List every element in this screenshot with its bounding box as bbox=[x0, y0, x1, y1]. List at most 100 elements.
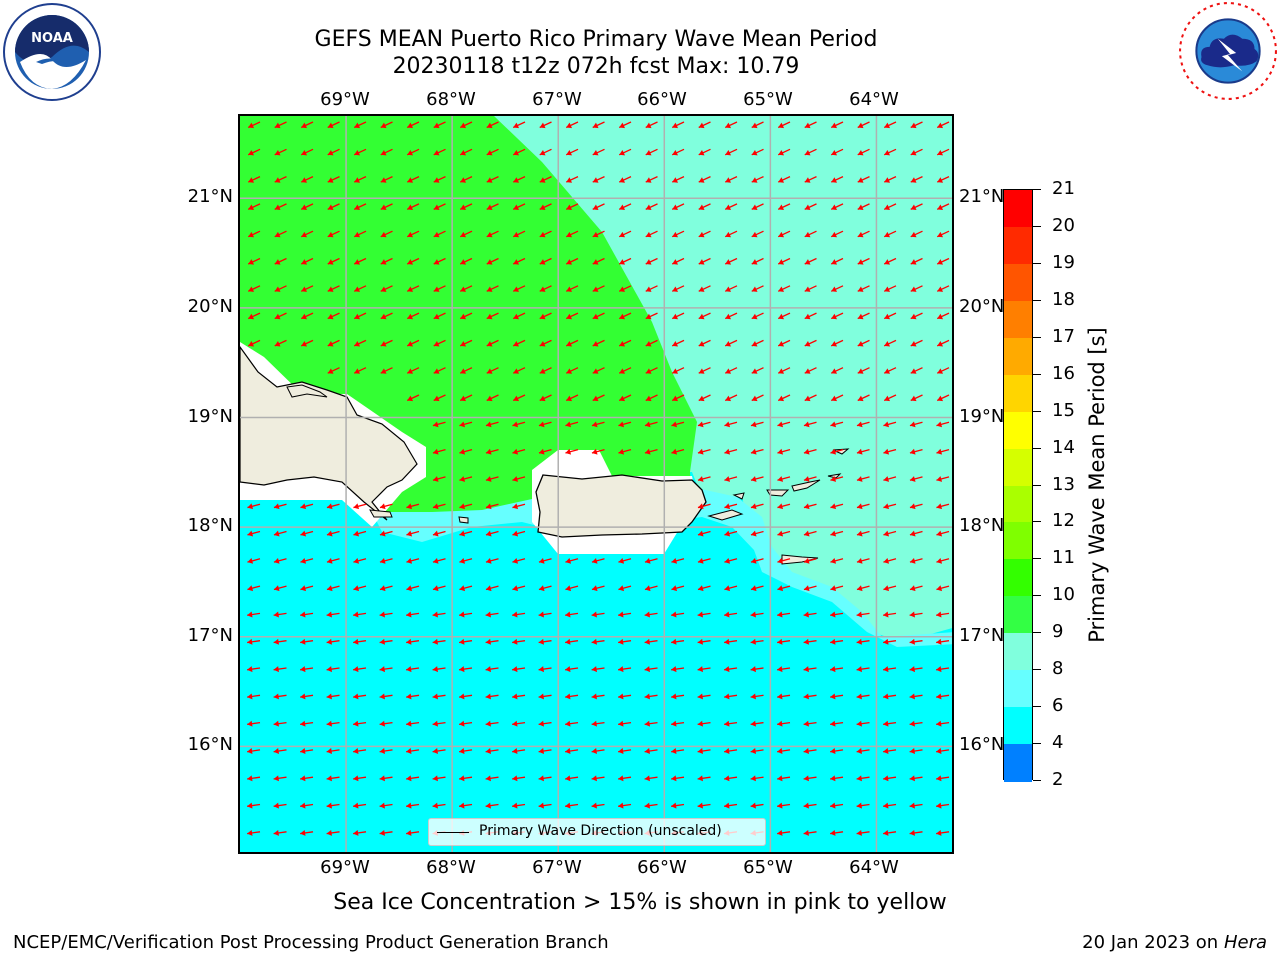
wave-direction-arrow bbox=[618, 203, 632, 210]
wave-direction-arrow bbox=[327, 176, 340, 183]
wave-direction-arrow bbox=[618, 448, 632, 455]
wave-direction-arrow bbox=[618, 557, 632, 564]
wave-direction-arrow bbox=[671, 775, 685, 782]
wave-direction-arrow bbox=[459, 503, 473, 510]
wave-direction-arrow bbox=[538, 666, 552, 673]
wave-direction-arrow bbox=[591, 748, 605, 754]
culebra-island bbox=[732, 492, 745, 500]
wave-direction-arrow bbox=[697, 503, 711, 510]
wave-direction-arrow bbox=[512, 448, 526, 455]
wave-direction-arrow bbox=[724, 530, 738, 537]
wave-direction-arrow bbox=[247, 503, 261, 510]
wave-direction-arrow bbox=[750, 720, 764, 727]
colorbar-tick bbox=[1033, 336, 1041, 338]
noaa-logo-text: NOAA bbox=[31, 31, 73, 46]
wave-direction-arrow bbox=[698, 203, 711, 210]
wave-direction-arrow bbox=[830, 230, 844, 238]
lat-label-right: 21°N bbox=[959, 186, 1005, 207]
wave-direction-arrow bbox=[380, 230, 393, 238]
wave-direction-arrow bbox=[565, 121, 579, 129]
wave-direction-arrow bbox=[856, 829, 870, 836]
wave-direction-arrow bbox=[697, 775, 711, 782]
wave-direction-arrow bbox=[936, 829, 950, 836]
wave-direction-arrow bbox=[618, 748, 632, 754]
wave-direction-arrow bbox=[353, 285, 367, 292]
wave-direction-arrow bbox=[326, 666, 340, 673]
wave-direction-arrow bbox=[671, 611, 685, 618]
wave-direction-arrow bbox=[274, 176, 287, 183]
colorbar-segment bbox=[1004, 596, 1032, 634]
lat-label-right: 18°N bbox=[959, 515, 1005, 536]
wave-direction-arrow bbox=[644, 720, 658, 727]
colorbar-segment bbox=[1004, 670, 1032, 708]
wave-direction-arrow bbox=[538, 557, 552, 564]
wave-direction-arrow bbox=[512, 557, 526, 564]
wave-direction-arrow bbox=[618, 121, 632, 129]
lon-label-bottom: 67°W bbox=[532, 857, 582, 878]
wave-direction-arrow bbox=[565, 148, 579, 156]
wave-direction-arrow bbox=[671, 448, 685, 455]
wave-direction-arrow bbox=[909, 448, 923, 455]
wave-direction-arrow bbox=[909, 638, 923, 645]
nws-logo bbox=[1179, 2, 1277, 100]
wave-direction-arrow bbox=[432, 503, 446, 510]
colorbar-tick bbox=[1033, 299, 1041, 301]
wave-direction-arrow bbox=[883, 638, 897, 645]
wave-direction-arrow bbox=[777, 720, 791, 727]
wave-direction-arrow bbox=[273, 720, 287, 727]
wave-direction-arrow bbox=[618, 666, 632, 673]
wave-direction-arrow bbox=[936, 748, 950, 754]
wave-direction-arrow bbox=[512, 611, 526, 618]
wave-direction-arrow bbox=[512, 367, 526, 374]
wave-direction-arrow bbox=[433, 121, 446, 129]
wave-direction-arrow bbox=[910, 339, 923, 347]
wave-direction-arrow bbox=[459, 638, 473, 645]
wave-direction-arrow bbox=[486, 176, 499, 183]
wave-direction-arrow bbox=[803, 638, 817, 645]
wave-direction-arrow bbox=[300, 285, 314, 292]
wave-direction-arrow bbox=[273, 611, 287, 618]
wave-direction-arrow bbox=[856, 638, 870, 645]
wave-direction-arrow bbox=[909, 585, 923, 592]
wave-direction-arrow bbox=[459, 285, 473, 292]
wave-direction-arrow bbox=[645, 367, 658, 374]
wave-direction-arrow bbox=[274, 230, 287, 238]
wave-direction-arrow bbox=[459, 585, 473, 592]
wave-direction-arrow bbox=[645, 176, 658, 183]
wave-direction-arrow bbox=[671, 638, 685, 645]
wave-direction-arrow bbox=[592, 230, 605, 238]
wave-direction-arrow bbox=[432, 693, 446, 700]
wave-direction-arrow bbox=[803, 448, 817, 455]
lat-label-left: 20°N bbox=[187, 296, 233, 317]
wave-direction-arrow bbox=[406, 176, 420, 183]
wave-direction-arrow bbox=[697, 666, 711, 673]
colorbar-tick bbox=[1033, 706, 1041, 708]
wave-direction-arrow bbox=[751, 230, 764, 238]
wave-direction-arrow bbox=[538, 802, 552, 809]
wave-direction-arrow bbox=[565, 394, 579, 402]
wave-direction-arrow bbox=[644, 775, 658, 782]
wave-direction-arrow bbox=[433, 367, 446, 374]
wave-direction-arrow bbox=[432, 748, 446, 754]
wave-direction-arrow bbox=[909, 666, 923, 673]
wave-direction-arrow bbox=[247, 611, 261, 618]
wave-direction-arrow bbox=[777, 367, 791, 374]
wave-direction-arrow bbox=[724, 285, 738, 292]
wave-direction-arrow bbox=[777, 611, 791, 618]
wave-direction-arrow bbox=[803, 720, 817, 727]
wave-direction-arrow bbox=[326, 829, 340, 836]
wave-direction-arrow bbox=[910, 367, 923, 374]
wave-direction-arrow bbox=[645, 121, 658, 129]
wave-direction-arrow bbox=[910, 230, 923, 238]
wave-direction-arrow bbox=[406, 693, 420, 700]
wave-direction-arrow bbox=[433, 285, 446, 292]
wave-direction-arrow bbox=[485, 638, 499, 645]
wave-direction-arrow bbox=[804, 203, 817, 210]
wave-direction-arrow bbox=[591, 802, 605, 809]
lon-label-top: 65°W bbox=[743, 89, 793, 110]
wave-direction-arrow bbox=[857, 148, 870, 156]
wave-direction-arrow bbox=[592, 312, 605, 320]
hispaniola-land bbox=[240, 345, 418, 521]
wave-direction-arrow bbox=[300, 611, 314, 618]
colorbar-tick-label: 16 bbox=[1052, 362, 1075, 384]
